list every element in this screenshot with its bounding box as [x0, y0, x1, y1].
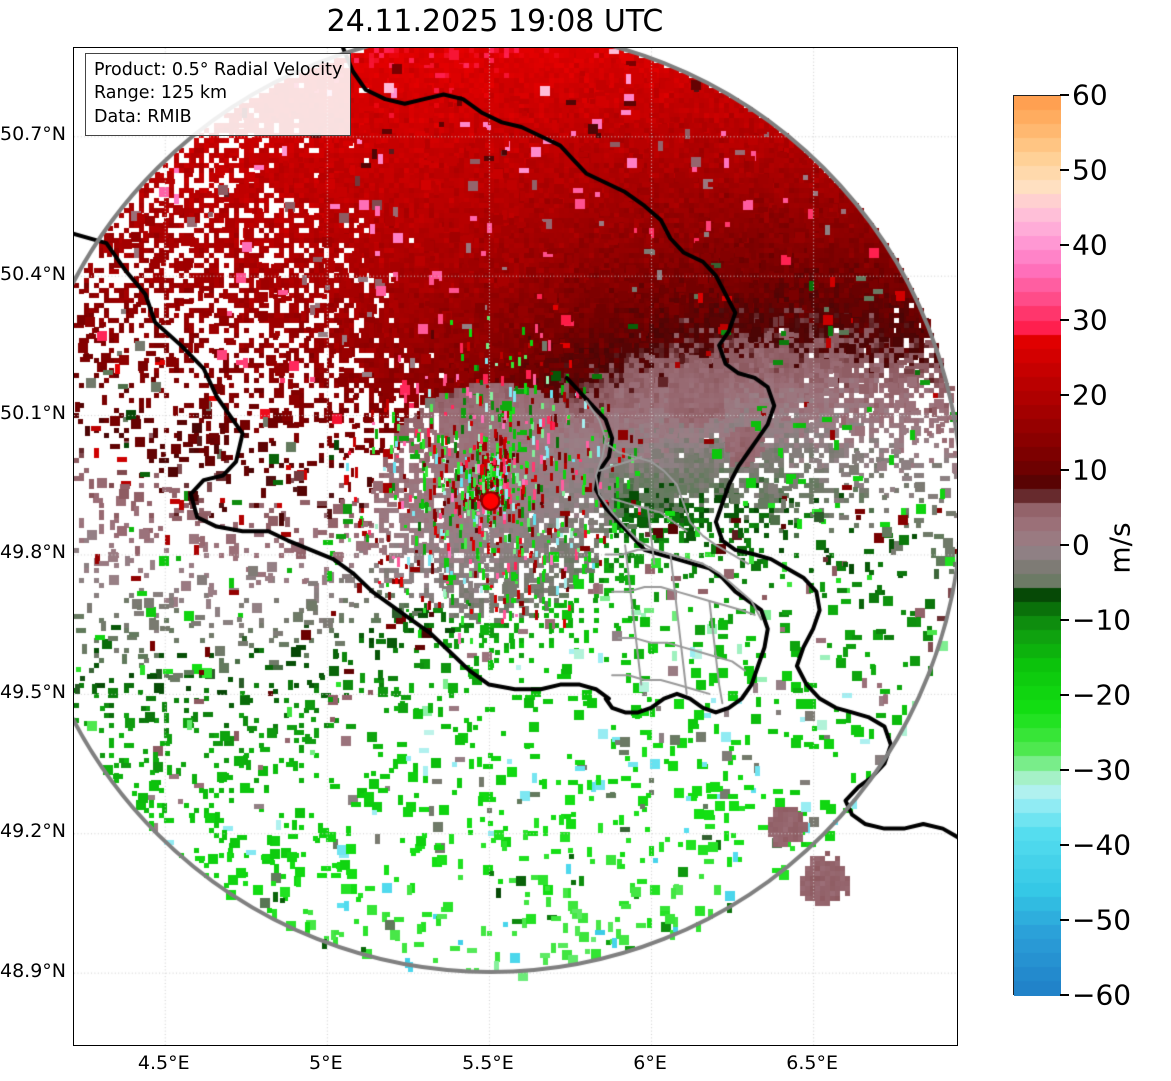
colorbar-tick-label: −10 [1072, 603, 1132, 637]
colorbar-tick-mark [1060, 844, 1069, 846]
colorbar-tick-label: −50 [1072, 903, 1132, 937]
colorbar-tick-mark [1060, 244, 1069, 246]
colorbar-tick-label: −40 [1072, 828, 1132, 862]
latitude-tick-label: 48.9°N [0, 959, 67, 982]
colorbar-tick-mark [1060, 769, 1069, 771]
colorbar-tick-label: 50 [1072, 153, 1108, 187]
colorbar-tick-mark [1060, 394, 1069, 396]
colorbar-tick-mark [1060, 619, 1069, 621]
info-product-line: Product: 0.5° Radial Velocity [94, 60, 343, 80]
info-range-line: Range: 125 km [94, 83, 228, 104]
colorbar-canvas [1014, 96, 1061, 996]
colorbar-tick-mark [1060, 544, 1069, 546]
colorbar-gradient [1013, 95, 1061, 996]
info-data-line: Data: RMIB [94, 106, 192, 127]
colorbar-tick-mark [1060, 994, 1069, 996]
colorbar-tick-mark [1060, 694, 1069, 696]
colorbar-tick-mark [1060, 469, 1069, 471]
colorbar-tick-label: 30 [1072, 303, 1108, 337]
longitude-tick-label: 4.5°E [137, 1052, 190, 1074]
radar-velocity-raster [74, 48, 957, 1045]
colorbar-tick-mark [1060, 169, 1069, 171]
colorbar-tick-label: 10 [1072, 453, 1108, 487]
colorbar-axis-label: m/s [1103, 522, 1137, 574]
colorbar-tick-label: −60 [1072, 978, 1132, 1012]
colorbar-tick-mark [1060, 319, 1069, 321]
latitude-tick-label: 49.8°N [0, 541, 67, 564]
colorbar-tick-label: −20 [1072, 678, 1132, 712]
colorbar-tick-label: −30 [1072, 753, 1132, 787]
map-plot-area [73, 47, 958, 1046]
longitude-tick-label: 5.5°E [462, 1052, 514, 1074]
colorbar-tick-label: 40 [1072, 228, 1108, 262]
latitude-tick-label: 50.4°N [0, 262, 67, 285]
colorbar-tick-label: 0 [1072, 528, 1090, 562]
longitude-tick-label: 6°E [633, 1052, 667, 1074]
longitude-tick-label: 6.5°E [786, 1052, 838, 1074]
colorbar-tick-mark [1060, 919, 1069, 921]
page-title: 24.11.2025 19:08 UTC [326, 4, 664, 39]
colorbar-tick-label: 20 [1072, 378, 1108, 412]
latitude-tick-label: 49.5°N [0, 680, 67, 703]
latitude-tick-label: 50.1°N [0, 402, 67, 425]
product-info-box: Product: 0.5° Radial Velocity Range: 125… [85, 53, 352, 136]
latitude-tick-label: 50.7°N [0, 123, 67, 146]
colorbar-tick-label: 60 [1072, 78, 1108, 112]
colorbar [1013, 95, 1061, 996]
colorbar-tick-mark [1060, 94, 1069, 96]
longitude-tick-label: 5°E [309, 1052, 343, 1074]
latitude-tick-label: 49.2°N [0, 820, 67, 843]
